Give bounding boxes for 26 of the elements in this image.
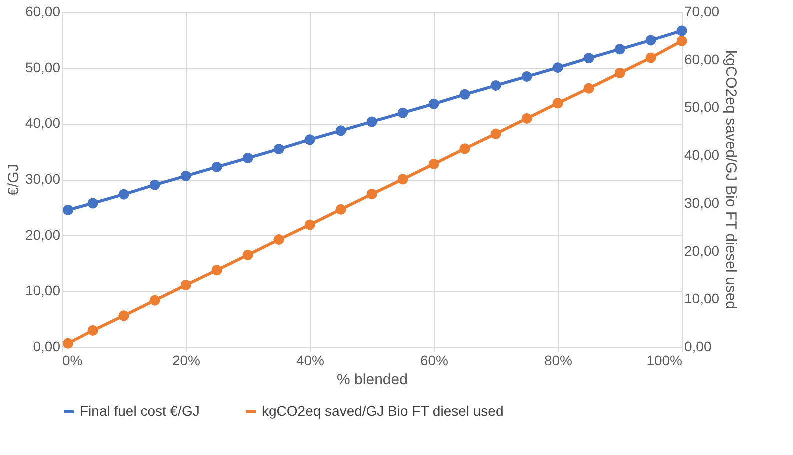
x-tick-label: 40% (296, 352, 325, 368)
x-tick-label: 60% (420, 352, 449, 368)
legend-label: Final fuel cost €/GJ (80, 403, 200, 419)
y-tick-label: 10,00 (25, 282, 61, 299)
x-axis-title: % blended (337, 372, 408, 388)
legend-label: kgCO2eq saved/GJ Bio FT diesel used (262, 403, 504, 419)
y-tick-label: 60,00 (25, 4, 61, 20)
y-tick-label: 40,00 (25, 115, 61, 132)
y-tick-label: 20,00 (25, 226, 61, 243)
y2-tick-label: 0,00 (684, 338, 712, 354)
y2-axis-title: kgCO2eq saved/GJ Bio FT diesel used (722, 50, 740, 310)
y-tick-label: 30,00 (25, 171, 61, 187)
y2-tick-label: 60,00 (684, 51, 720, 68)
y2-tick-label: 20,00 (684, 242, 720, 259)
x-tick-label: 100% (646, 352, 682, 368)
y2-tick-label: 30,00 (684, 194, 720, 211)
x-tick-label: 20% (172, 352, 201, 368)
y2-tick-label: 70,00 (684, 4, 720, 20)
y2-tick-label: 40,00 (684, 147, 720, 164)
y2-tick-label: 10,00 (684, 290, 720, 307)
x-tick-label: 80% (544, 352, 573, 368)
y2-tick-label: 50,00 (684, 99, 720, 116)
x-tick-label: 0% (62, 352, 83, 368)
y-tick-label: 0,00 (33, 338, 61, 354)
y-tick-label: 50,00 (25, 59, 61, 76)
y-axis-title: €/GJ (5, 164, 22, 196)
